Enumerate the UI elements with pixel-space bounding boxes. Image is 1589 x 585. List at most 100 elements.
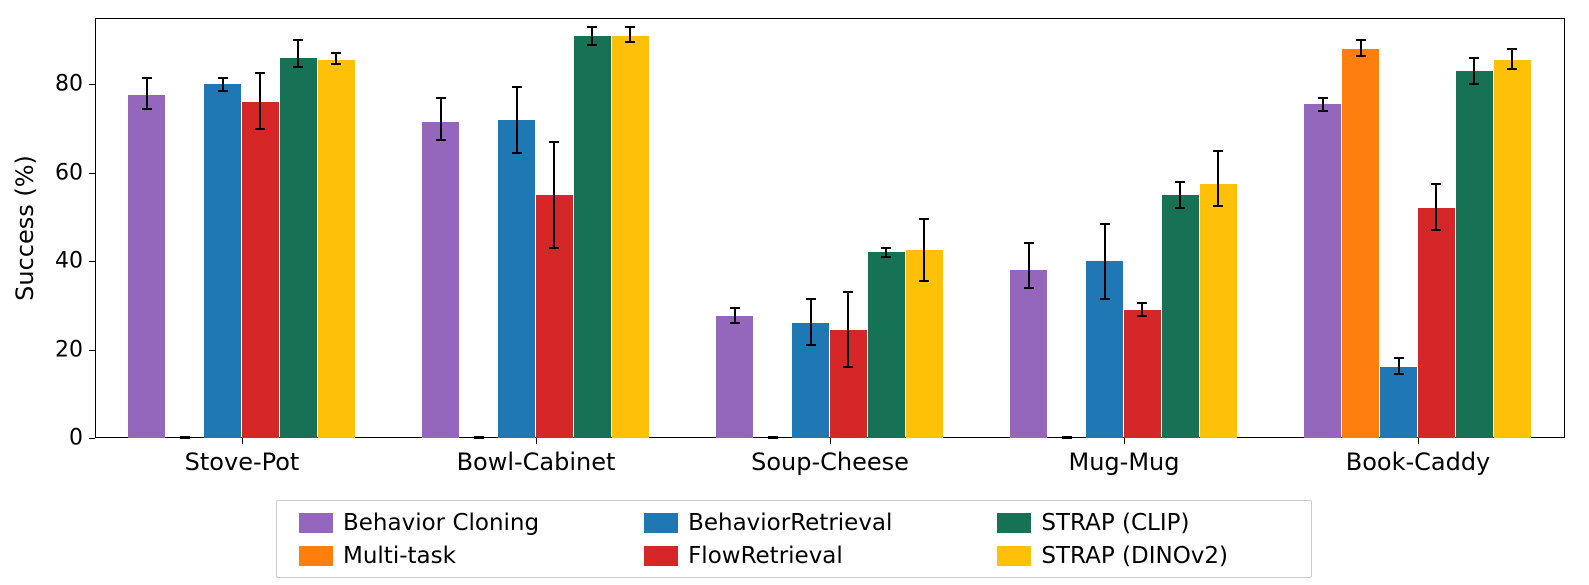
bar: [1456, 71, 1493, 438]
bar: [716, 316, 753, 438]
errorbar-line: [810, 299, 812, 345]
legend-item: Behavior Cloning: [299, 510, 600, 536]
bar: [204, 84, 241, 438]
errorbar-cap: [1507, 48, 1517, 50]
ytick-label: 0: [43, 426, 83, 451]
axis-spine-right: [1564, 18, 1565, 438]
errorbar-line: [1104, 224, 1106, 299]
bar: [1380, 367, 1417, 438]
ytick-label: 60: [43, 160, 83, 185]
ytick-mark: [89, 261, 95, 262]
errorbar-cap: [1356, 55, 1366, 57]
errorbar-cap: [1024, 287, 1034, 289]
errorbar-cap: [730, 322, 740, 324]
errorbar-cap: [1469, 83, 1479, 85]
errorbar-cap: [1062, 437, 1072, 439]
xtick-label: Bowl-Cabinet: [457, 448, 616, 476]
errorbar-cap: [512, 86, 522, 88]
xtick-label: Book-Caddy: [1346, 448, 1491, 476]
errorbar-line: [1435, 184, 1437, 230]
errorbar-cap: [436, 97, 446, 99]
errorbar-cap: [1100, 298, 1110, 300]
bar: [498, 120, 535, 438]
legend-item: Multi-task: [299, 543, 600, 569]
legend-swatch: [997, 513, 1031, 533]
errorbar-cap: [512, 152, 522, 154]
bar: [242, 102, 279, 438]
errorbar-cap: [474, 437, 484, 439]
errorbar-cap: [587, 26, 597, 28]
bar: [1418, 208, 1455, 438]
errorbar-cap: [919, 280, 929, 282]
errorbar-cap: [436, 139, 446, 141]
ytick-mark: [89, 84, 95, 85]
errorbar-cap: [180, 437, 190, 439]
legend: Behavior CloningMulti-taskBehaviorRetrie…: [276, 500, 1312, 578]
errorbar-line: [1217, 151, 1219, 206]
errorbar-cap: [293, 39, 303, 41]
xtick-mark: [1124, 438, 1125, 444]
bar: [1162, 195, 1199, 438]
bar: [1124, 310, 1161, 438]
ytick-label: 80: [43, 72, 83, 97]
errorbar-cap: [625, 26, 635, 28]
errorbar-line: [440, 98, 442, 140]
xtick-label: Mug-Mug: [1069, 448, 1180, 476]
errorbar-cap: [625, 41, 635, 43]
errorbar-cap: [1213, 205, 1223, 207]
errorbar-cap: [1394, 373, 1404, 375]
xtick-mark: [1418, 438, 1419, 444]
errorbar-line: [1473, 58, 1475, 85]
bar: [1200, 184, 1237, 438]
legend-swatch: [644, 546, 678, 566]
errorbar-cap: [843, 291, 853, 293]
ytick-label: 40: [43, 249, 83, 274]
errorbar-cap: [1318, 110, 1328, 112]
bar: [1494, 60, 1531, 438]
errorbar-cap: [549, 247, 559, 249]
errorbar-line: [146, 78, 148, 109]
errorbar-line: [1141, 303, 1143, 316]
errorbar-line: [847, 292, 849, 367]
legend-label: STRAP (CLIP): [1041, 510, 1189, 536]
errorbar-cap: [1431, 183, 1441, 185]
errorbar-cap: [806, 344, 816, 346]
bar: [1010, 270, 1047, 438]
errorbar-cap: [1394, 357, 1404, 359]
bar: [318, 60, 355, 438]
legend-item: STRAP (CLIP): [997, 510, 1289, 536]
errorbar-cap: [218, 90, 228, 92]
y-axis-label: Success (%): [11, 155, 39, 301]
errorbar-cap: [768, 437, 778, 439]
errorbar-line: [259, 73, 261, 128]
xtick-mark: [242, 438, 243, 444]
bar: [422, 122, 459, 438]
legend-label: Multi-task: [343, 543, 456, 569]
errorbar-cap: [919, 218, 929, 220]
errorbar-cap: [549, 141, 559, 143]
errorbar-cap: [1175, 181, 1185, 183]
xtick-label: Soup-Cheese: [751, 448, 909, 476]
xtick-label: Stove-Pot: [185, 448, 300, 476]
xtick-mark: [830, 438, 831, 444]
figure: 0 20 40 60 80 Stove-Pot Bowl-Cabinet Soup-Chees…: [0, 0, 1589, 585]
legend-swatch: [997, 546, 1031, 566]
legend-swatch: [299, 513, 333, 533]
errorbar-cap: [293, 66, 303, 68]
errorbar-cap: [331, 52, 341, 54]
errorbar-cap: [142, 77, 152, 79]
legend-item: FlowRetrieval: [644, 543, 953, 569]
errorbar-line: [553, 142, 555, 248]
errorbar-cap: [1431, 229, 1441, 231]
bar: [128, 95, 165, 438]
ytick-mark: [89, 438, 95, 439]
ytick-label: 20: [43, 337, 83, 362]
legend-swatch: [644, 513, 678, 533]
errorbar-cap: [218, 77, 228, 79]
bar: [868, 252, 905, 438]
xtick-mark: [536, 438, 537, 444]
errorbar-line: [297, 40, 299, 67]
errorbar-cap: [255, 72, 265, 74]
legend-label: STRAP (DINOv2): [1041, 543, 1228, 569]
errorbar-line: [734, 308, 736, 323]
